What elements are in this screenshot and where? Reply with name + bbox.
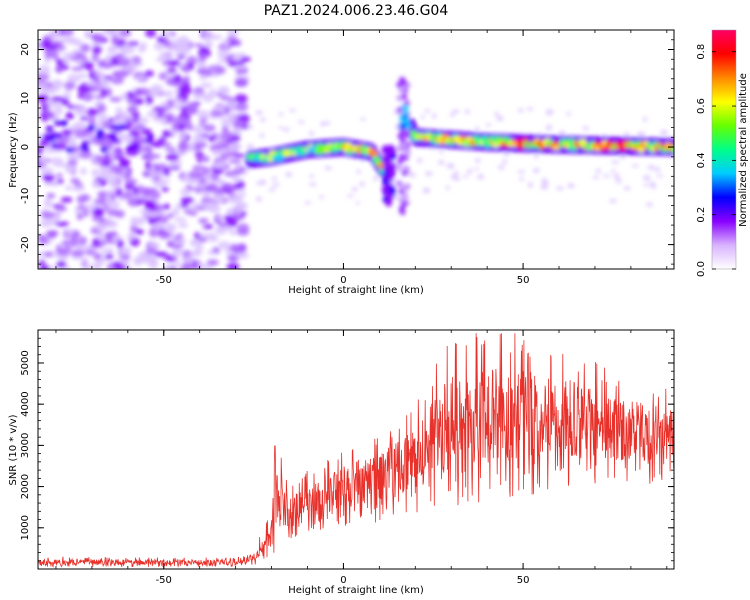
colorbar-label: Normalized spectral amplitude	[738, 73, 749, 227]
snr-series-line	[38, 333, 674, 568]
snr-ticks: -50 0 50 1000 2000 3000 4000 5000	[20, 329, 674, 586]
colorbar: 0.0 0.2 0.4 0.6 0.8 Normalized spectral ampl…	[696, 29, 749, 277]
spectrogram-panel: -50 0 50 -20 -10 0 10 20 Height of straight lin…	[8, 29, 675, 296]
svg-text:2000: 2000	[20, 474, 31, 499]
svg-text:0.6: 0.6	[696, 98, 707, 114]
svg-text:3000: 3000	[20, 433, 31, 458]
svg-text:0: 0	[20, 144, 31, 150]
svg-text:-20: -20	[20, 236, 31, 252]
spectrogram-ticks: -50 0 50 -20 -10 0 10 20	[20, 29, 674, 286]
svg-text:0.4: 0.4	[696, 152, 707, 168]
snr-xlabel: Height of straight line (km)	[288, 585, 424, 596]
svg-text:50: 50	[517, 275, 530, 286]
snr-ylabel: SNR (10 * v/v)	[8, 414, 19, 485]
svg-text:1000: 1000	[20, 515, 31, 540]
figure-title: PAZ1.2024.006.23.46.G04	[264, 3, 449, 19]
colorbar-gradient	[712, 30, 736, 269]
spectrogram-ylabel: Frequency (Hz)	[8, 112, 19, 188]
spectrogram-heatmap	[38, 30, 674, 269]
spectrogram-frame	[37, 29, 675, 270]
svg-text:0.2: 0.2	[696, 207, 707, 223]
snr-frame	[37, 329, 675, 570]
svg-text:-10: -10	[20, 188, 31, 204]
snr-panel: -50 0 50 1000 2000 3000 4000 5000 Height of str…	[8, 329, 675, 596]
svg-text:0: 0	[340, 275, 346, 286]
svg-text:-50: -50	[156, 575, 172, 586]
svg-text:50: 50	[517, 575, 530, 586]
svg-text:20: 20	[20, 43, 31, 56]
svg-text:0.0: 0.0	[696, 261, 707, 277]
svg-text:5000: 5000	[20, 350, 31, 375]
spectrogram-xlabel: Height of straight line (km)	[288, 285, 424, 296]
svg-text:0: 0	[340, 575, 346, 586]
svg-text:4000: 4000	[20, 391, 31, 416]
svg-text:0.8: 0.8	[696, 44, 707, 60]
svg-text:-50: -50	[156, 275, 172, 286]
colorbar-ticks: 0.0 0.2 0.4 0.6 0.8	[696, 44, 736, 277]
colorbar-frame	[711, 29, 737, 270]
svg-text:10: 10	[20, 92, 31, 105]
